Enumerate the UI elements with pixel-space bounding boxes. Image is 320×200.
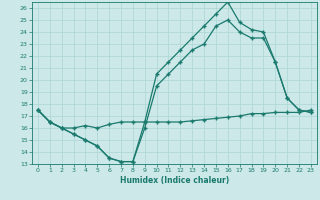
X-axis label: Humidex (Indice chaleur): Humidex (Indice chaleur) [120,176,229,185]
